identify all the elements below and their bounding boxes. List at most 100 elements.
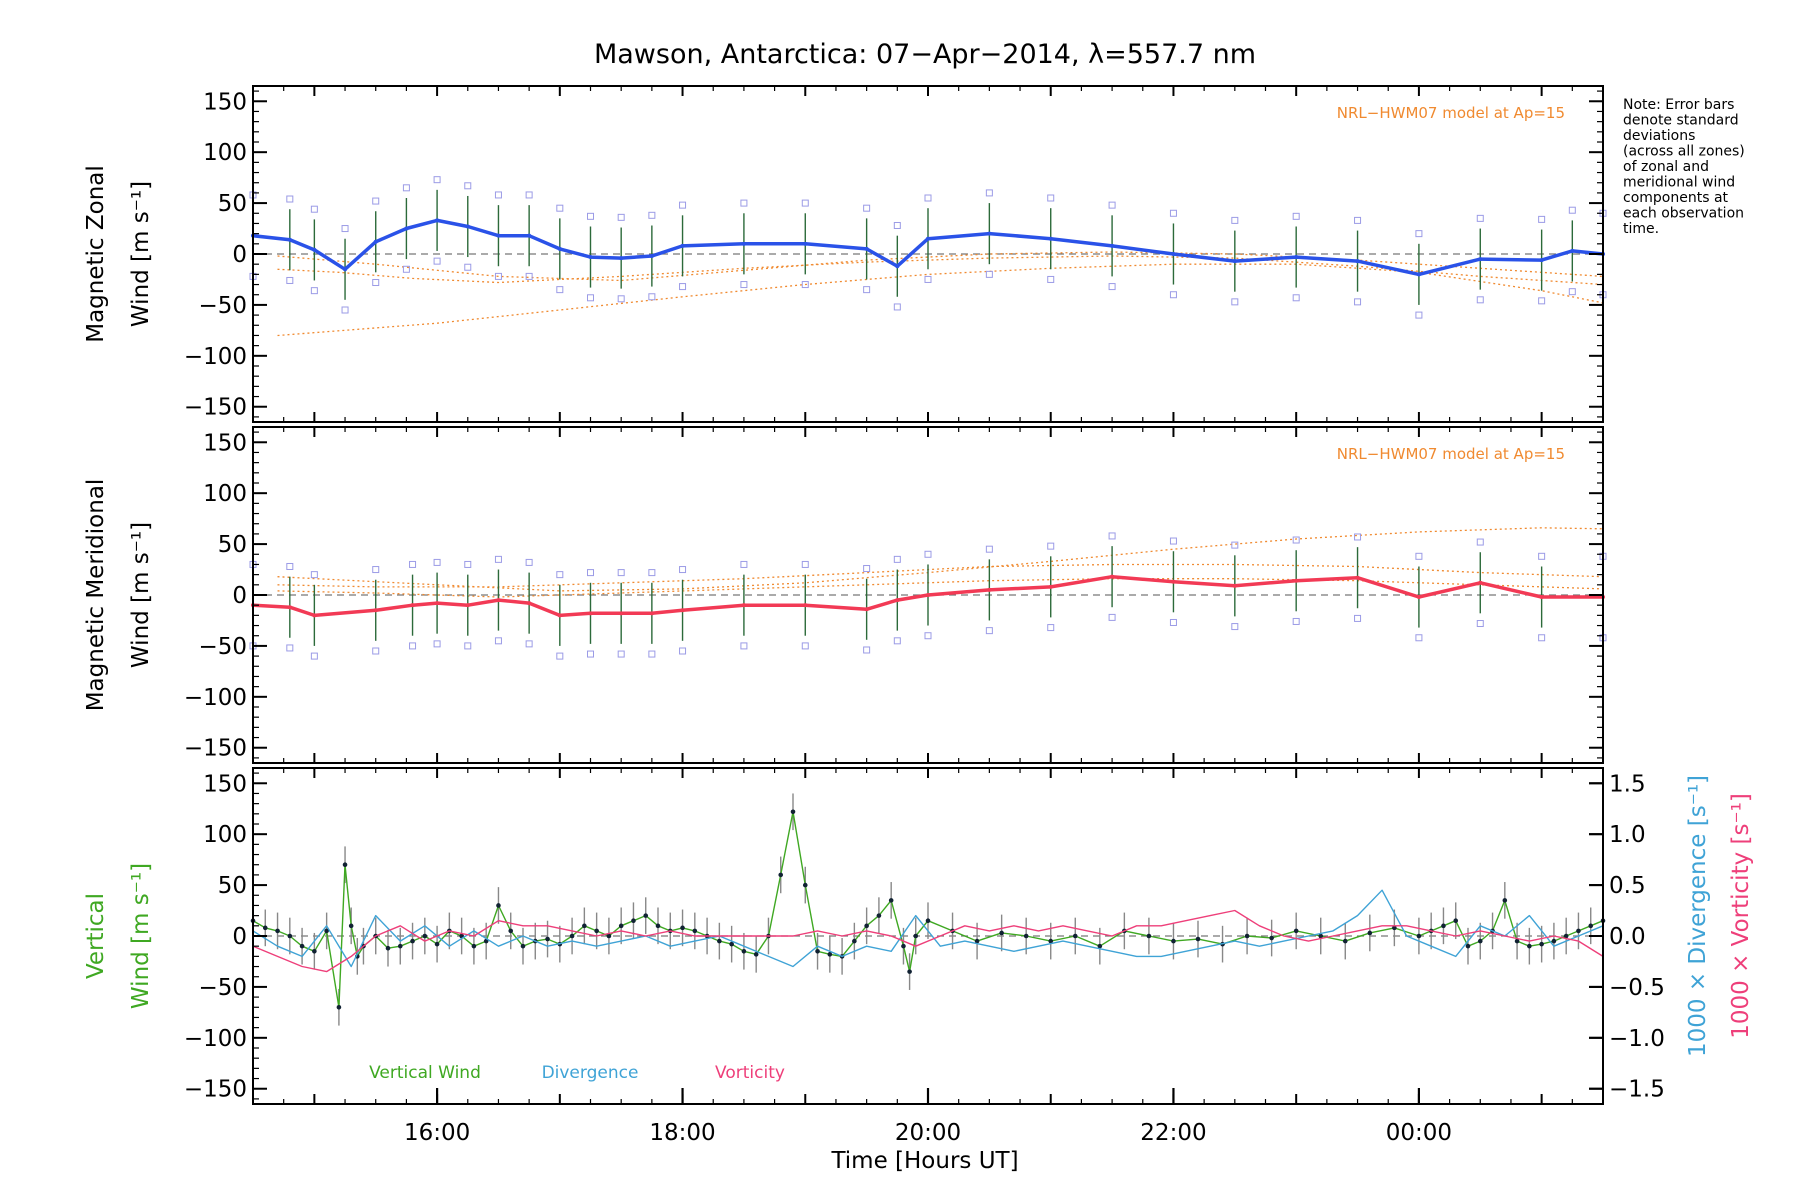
data-point	[680, 243, 685, 248]
zone-point	[1415, 311, 1423, 319]
y-tick-label: 0	[232, 242, 247, 268]
data-point	[287, 933, 293, 939]
note-line: meridional wind	[1623, 175, 1735, 191]
zone-point	[740, 560, 748, 568]
data-point	[1355, 575, 1360, 580]
data-point	[1318, 933, 1324, 939]
data-point	[1570, 248, 1575, 253]
data-point	[753, 952, 759, 957]
data-point	[1478, 580, 1483, 585]
data-point	[569, 933, 575, 939]
data-point	[803, 603, 808, 608]
zone-point	[648, 211, 656, 219]
vorticity-axis-label: 1000 × Vorticity [s⁻¹]	[1728, 793, 1754, 1039]
y-tick-label: 150	[203, 89, 247, 115]
zone-point	[679, 647, 687, 655]
zone-point	[1476, 620, 1484, 628]
data-point	[1502, 898, 1508, 903]
zone-point	[679, 201, 687, 209]
y-axis-label: Magnetic Meridional	[83, 479, 109, 712]
data-point	[465, 603, 470, 608]
zone-point	[985, 270, 993, 278]
y-tick-label: −50	[198, 293, 247, 319]
y-tick-label: −150	[184, 395, 247, 421]
data-point	[520, 943, 526, 949]
zone-point	[286, 562, 294, 570]
data-point	[1477, 938, 1483, 944]
data-point	[1048, 584, 1053, 589]
data-point	[1097, 943, 1103, 949]
zone-point	[1415, 552, 1423, 560]
data-point	[606, 933, 612, 939]
divergence-axis-label: 1000 × Divergence [s⁻¹]	[1685, 775, 1711, 1057]
data-point	[1072, 933, 1078, 939]
zone-point	[372, 566, 380, 574]
data-point	[1527, 943, 1532, 949]
legend-entry: Vertical Wind	[369, 1063, 481, 1083]
data-point	[312, 247, 317, 252]
data-point	[1563, 933, 1569, 939]
zone-point	[740, 281, 748, 289]
zone-point	[1538, 215, 1546, 223]
y-tick-label: 50	[218, 191, 247, 217]
data-point	[1294, 255, 1299, 260]
zone-point	[801, 560, 809, 568]
data-point	[926, 236, 930, 241]
data-point	[1244, 933, 1250, 939]
zone-point	[409, 642, 417, 650]
y-axis-label: Wind [m s⁻¹]	[128, 522, 154, 668]
data-point	[827, 952, 833, 957]
data-point	[1416, 272, 1421, 277]
y-tick-label: 50	[218, 873, 247, 899]
data-point	[618, 923, 624, 929]
data-point	[1171, 252, 1176, 256]
y-tick-label: 0	[232, 924, 247, 950]
data-point	[1539, 941, 1544, 947]
data-point	[895, 264, 900, 269]
vertical-wind-line	[252, 811, 1604, 1008]
x-tick-label: 22:00	[1140, 1120, 1206, 1146]
data-point	[348, 923, 354, 929]
y-tick-label: −150	[184, 736, 247, 762]
zonal-line	[252, 218, 1604, 277]
zone-point	[1108, 283, 1116, 291]
data-point	[1195, 936, 1201, 942]
data-point	[1023, 933, 1029, 939]
data-point	[895, 598, 900, 603]
y2-tick-label: 0.5	[1609, 873, 1646, 899]
data-point	[373, 608, 378, 613]
data-point	[496, 598, 501, 603]
data-point	[1416, 933, 1422, 939]
zone-point	[1415, 230, 1423, 238]
data-point	[631, 918, 636, 924]
zone-point	[1538, 634, 1546, 642]
note-line: time.	[1623, 221, 1659, 237]
zone-point	[433, 640, 441, 648]
data-point	[1441, 923, 1446, 929]
y-tick-label: −100	[184, 1026, 247, 1052]
note-line: each observation	[1623, 206, 1744, 222]
model-annotation: NRL−HWM07 model at Ap=15	[1337, 445, 1565, 463]
data-point	[876, 913, 882, 918]
data-point	[888, 898, 894, 903]
zone-point	[1292, 212, 1300, 220]
model-curve	[277, 527, 1604, 592]
data-point	[471, 943, 477, 949]
y-tick-label: 150	[203, 771, 247, 797]
zone-point	[1476, 214, 1484, 222]
zone-point	[409, 560, 417, 568]
zone-point	[985, 189, 993, 197]
data-point	[385, 945, 391, 951]
data-point	[790, 809, 796, 815]
data-point	[373, 239, 378, 244]
y2-tick-label: −1.5	[1609, 1077, 1665, 1103]
data-point	[508, 928, 514, 934]
data-point	[864, 246, 869, 251]
data-point	[802, 882, 808, 888]
zone-point	[1354, 298, 1362, 306]
zone-point	[893, 303, 901, 311]
zone-point	[1292, 536, 1300, 544]
zone-point	[341, 306, 349, 314]
